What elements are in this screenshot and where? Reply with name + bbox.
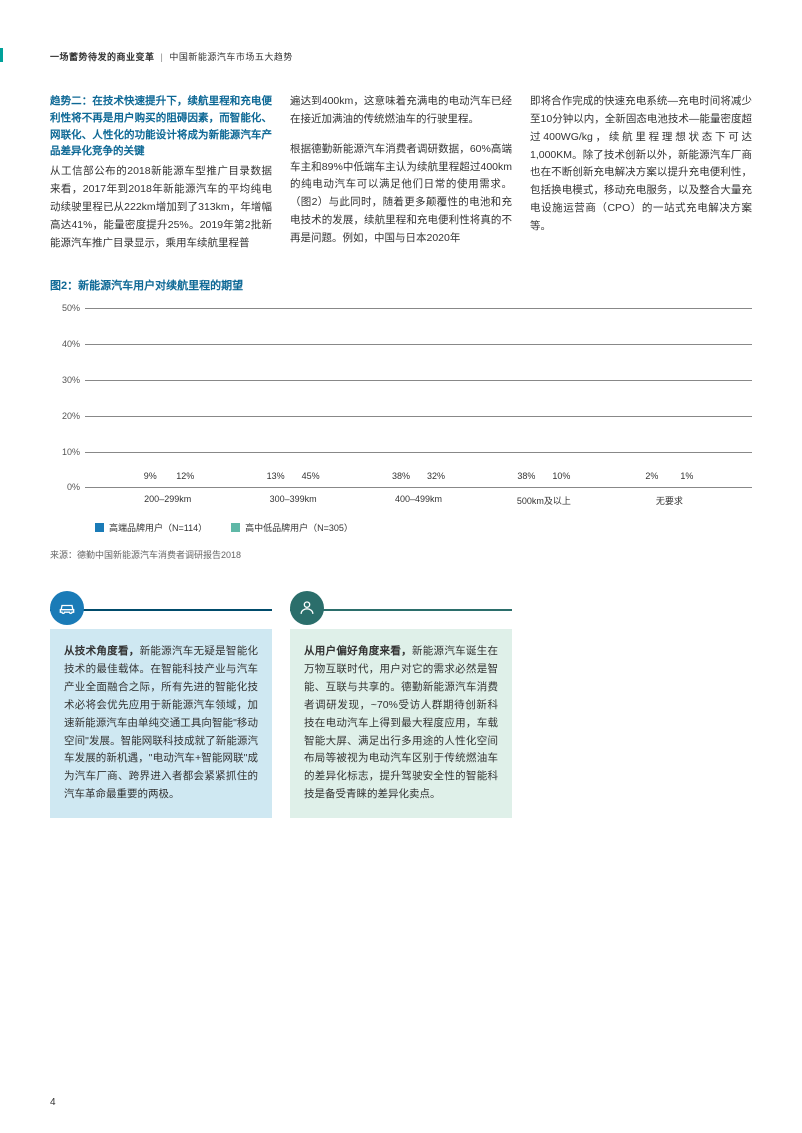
chart-container: 50% 40% 30% 20% 10% 0% 9% 12% 13% 45% 38% 32%… (50, 308, 752, 534)
bar-label: 38% (392, 471, 410, 481)
header-title-bold: 一场蓄势待发的商业变革 (50, 52, 155, 62)
bar-label: 10% (552, 471, 570, 481)
callout-tech: 从技术角度看，新能源汽车无疑是智能化技术的最佳载体。在智能科技产业与汽车产业全面… (50, 591, 272, 818)
accent-side-line (0, 48, 3, 62)
header-subtitle: 中国新能源汽车市场五大趋势 (169, 52, 293, 62)
bar-label: 12% (176, 471, 194, 481)
bar-label: 13% (267, 471, 285, 481)
column-3: 即将合作完成的快速充电系统—充电时间将减少至10分钟以内，全新固态电池技术—能量… (530, 93, 752, 252)
bar-label: 2% (645, 471, 658, 481)
chart-title: 图2：新能源汽车用户对续航里程的期望 (50, 277, 752, 293)
x-label: 300–399km (230, 494, 355, 507)
body-columns: 趋势二：在技术快速提升下，续航里程和充电便利性将不再是用户购买的阻碍因素，而智能… (50, 93, 752, 252)
legend-label-2: 高中低品牌用户（N=305） (245, 521, 353, 534)
x-label: 400–499km (356, 494, 481, 507)
col1-body: 从工信部公布的2018新能源车型推广目录数据来看，2017年到2018年新能源汽… (50, 165, 272, 248)
header-separator: | (161, 52, 164, 62)
bar-label: 38% (517, 471, 535, 481)
page-header: 一场蓄势待发的商业变革 | 中国新能源汽车市场五大趋势 (50, 50, 752, 63)
bar-label: 32% (427, 471, 445, 481)
callout2-body: 新能源汽车诞生在万物互联时代，用户对它的需求必然是智能、互联与共享的。德勤新能源… (304, 645, 498, 800)
page-number: 4 (50, 1097, 56, 1108)
car-icon (50, 591, 84, 625)
bar-label: 9% (144, 471, 157, 481)
chart-source: 来源：德勤中国新能源汽车消费者调研报告2018 (50, 548, 752, 561)
callout2-lead: 从用户偏好角度来看， (304, 645, 412, 657)
x-label: 500km及以上 (481, 494, 606, 507)
x-label: 无要求 (607, 494, 732, 507)
callouts-row: 从技术角度看，新能源汽车无疑是智能化技术的最佳载体。在智能科技产业与汽车产业全面… (50, 591, 752, 818)
legend-item-1: 高端品牌用户（N=114） (95, 521, 207, 534)
y-axis: 50% 40% 30% 20% 10% 0% (50, 308, 80, 487)
bar-label: 1% (680, 471, 693, 481)
callout-box-1: 从技术角度看，新能源汽车无疑是智能化技术的最佳载体。在智能科技产业与汽车产业全面… (50, 629, 272, 818)
legend-label-1: 高端品牌用户（N=114） (109, 521, 207, 534)
chart-legend: 高端品牌用户（N=114） 高中低品牌用户（N=305） (95, 521, 752, 534)
bar-chart: 50% 40% 30% 20% 10% 0% 9%12%13%45%38%32%… (85, 308, 752, 488)
x-axis-labels: 200–299km300–399km400–499km500km及以上无要求 (85, 494, 752, 507)
col3-body: 即将合作完成的快速充电系统—充电时间将减少至10分钟以内，全新固态电池技术—能量… (530, 93, 752, 236)
legend-swatch-2 (231, 523, 240, 532)
col2-p2: 根据德勤新能源汽车消费者调研数据，60%高端车主和89%中低端车主认为续航里程超… (290, 141, 512, 248)
callout-user: 从用户偏好角度来看，新能源汽车诞生在万物互联时代，用户对它的需求必然是智能、互联… (290, 591, 512, 818)
callout-spacer (530, 591, 752, 818)
col2-p1: 遍达到400km，这意味着充满电的电动汽车已经在接近加满油的传统燃油车的行驶里程… (290, 93, 512, 129)
trend-heading: 趋势二：在技术快速提升下，续航里程和充电便利性将不再是用户购买的阻碍因素，而智能… (50, 93, 272, 160)
legend-swatch-1 (95, 523, 104, 532)
legend-item-2: 高中低品牌用户（N=305） (231, 521, 353, 534)
callout1-body: 新能源汽车无疑是智能化技术的最佳载体。在智能科技产业与汽车产业全面融合之际，所有… (64, 645, 258, 800)
column-1: 趋势二：在技术快速提升下，续航里程和充电便利性将不再是用户购买的阻碍因素，而智能… (50, 93, 272, 252)
bar-label: 45% (302, 471, 320, 481)
chart-gridlines (85, 308, 752, 487)
callout-box-2: 从用户偏好角度来看，新能源汽车诞生在万物互联时代，用户对它的需求必然是智能、互联… (290, 629, 512, 818)
person-icon (290, 591, 324, 625)
column-2: 遍达到400km，这意味着充满电的电动汽车已经在接近加满油的传统燃油车的行驶里程… (290, 93, 512, 252)
x-label: 200–299km (105, 494, 230, 507)
callout1-lead: 从技术角度看， (64, 645, 140, 657)
